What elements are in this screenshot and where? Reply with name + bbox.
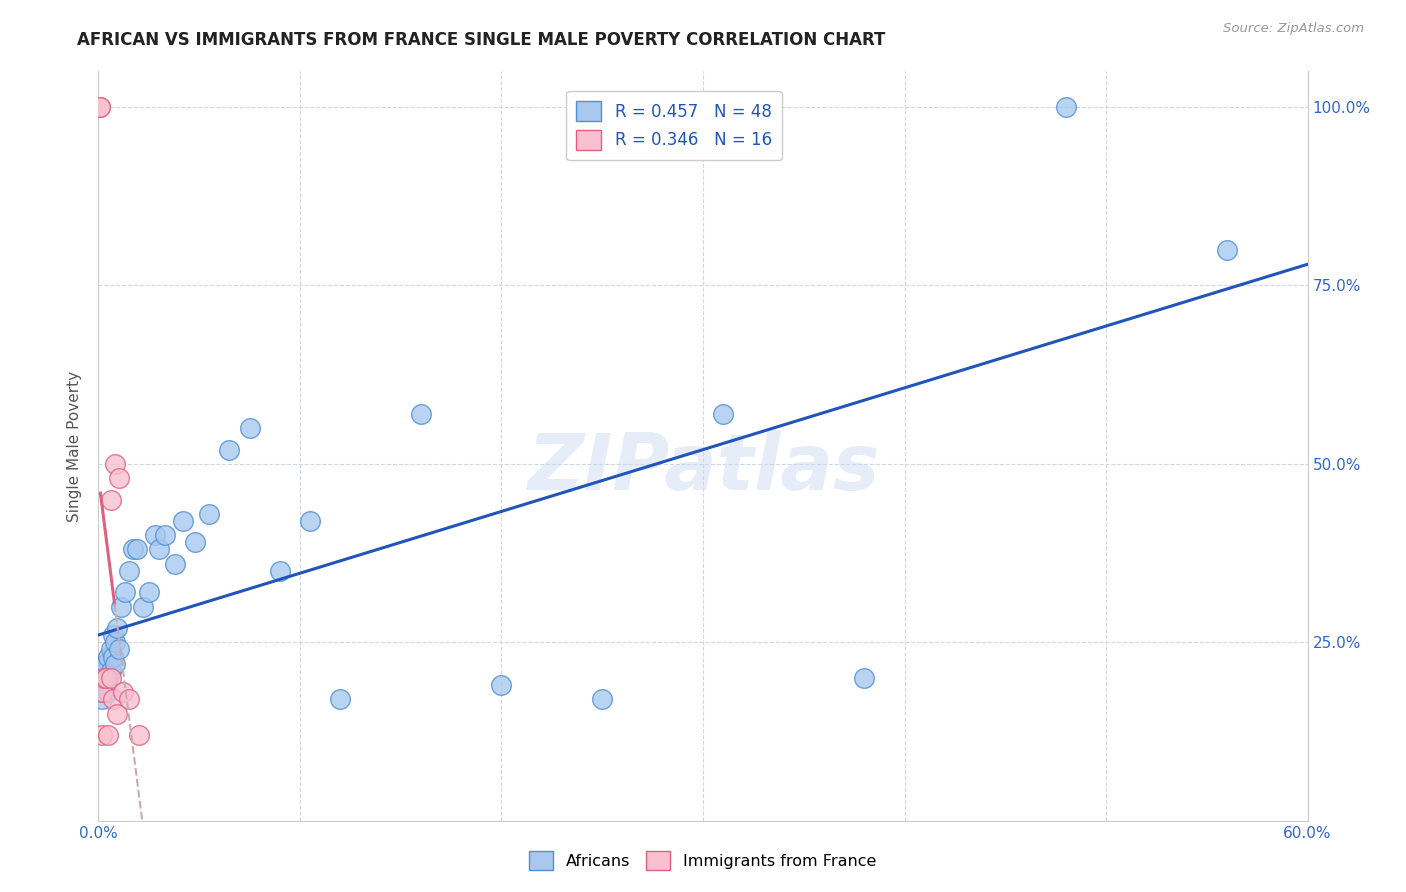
Point	[91, 728, 114, 742]
Point	[101, 628, 124, 642]
Point	[101, 649, 124, 664]
Legend: Africans, Immigrants from France: Africans, Immigrants from France	[523, 845, 883, 877]
Point	[329, 692, 352, 706]
Point	[107, 471, 129, 485]
Point	[93, 671, 115, 685]
Point	[96, 678, 118, 692]
Point	[100, 642, 122, 657]
Point	[409, 407, 432, 421]
Point	[97, 671, 120, 685]
Point	[100, 664, 122, 678]
Point	[491, 678, 513, 692]
Point	[198, 507, 221, 521]
Text: Source: ZipAtlas.com: Source: ZipAtlas.com	[1223, 22, 1364, 36]
Point	[91, 664, 114, 678]
Point	[121, 542, 143, 557]
Point	[163, 557, 186, 571]
Point	[91, 685, 114, 699]
Point	[105, 706, 128, 721]
Point	[97, 649, 120, 664]
Point	[100, 492, 122, 507]
Y-axis label: Single Male Poverty: Single Male Poverty	[67, 370, 83, 522]
Point	[125, 542, 148, 557]
Point	[89, 100, 111, 114]
Point	[711, 407, 734, 421]
Point	[299, 514, 322, 528]
Point	[111, 685, 134, 699]
Point	[143, 528, 166, 542]
Point	[89, 685, 111, 699]
Point	[89, 671, 111, 685]
Point	[107, 642, 129, 657]
Point	[91, 678, 114, 692]
Point	[148, 542, 170, 557]
Point	[269, 564, 291, 578]
Point	[93, 671, 115, 685]
Point	[128, 728, 150, 742]
Point	[89, 100, 111, 114]
Point	[101, 692, 124, 706]
Point	[105, 621, 128, 635]
Point	[114, 585, 136, 599]
Point	[118, 692, 141, 706]
Text: ZIPatlas: ZIPatlas	[527, 431, 879, 507]
Point	[96, 671, 118, 685]
Point	[96, 657, 118, 671]
Point	[184, 535, 207, 549]
Point	[239, 421, 262, 435]
Point	[97, 685, 120, 699]
Point	[591, 692, 613, 706]
Point	[138, 585, 160, 599]
Point	[110, 599, 132, 614]
Point	[93, 685, 115, 699]
Point	[93, 657, 115, 671]
Point	[103, 657, 125, 671]
Legend: R = 0.457   N = 48, R = 0.346   N = 16: R = 0.457 N = 48, R = 0.346 N = 16	[567, 91, 782, 160]
Point	[1216, 243, 1239, 257]
Text: AFRICAN VS IMMIGRANTS FROM FRANCE SINGLE MALE POVERTY CORRELATION CHART: AFRICAN VS IMMIGRANTS FROM FRANCE SINGLE…	[77, 31, 886, 49]
Point	[97, 728, 120, 742]
Point	[132, 599, 155, 614]
Point	[91, 692, 114, 706]
Point	[853, 671, 876, 685]
Point	[100, 671, 122, 685]
Point	[118, 564, 141, 578]
Point	[172, 514, 194, 528]
Point	[218, 442, 240, 457]
Point	[103, 635, 125, 649]
Point	[1054, 100, 1077, 114]
Point	[103, 457, 125, 471]
Point	[96, 664, 118, 678]
Point	[153, 528, 176, 542]
